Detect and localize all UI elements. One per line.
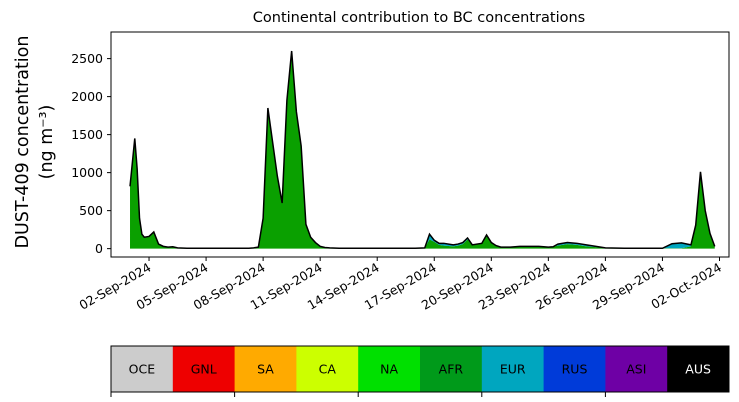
total-line — [129, 50, 716, 250]
legend-label-na: NA — [380, 362, 398, 377]
legend-label-rus: RUS — [562, 362, 588, 377]
legend-swatch-oce — [111, 346, 174, 392]
area-series-2 — [130, 51, 715, 249]
legend-swatch-ca — [296, 346, 359, 392]
y-axis-label-line2: (ng m⁻³) — [37, 105, 57, 180]
legend-swatch-sa — [234, 346, 297, 392]
area-series-1 — [130, 51, 715, 249]
legend-swatch-aus — [667, 346, 730, 392]
legend-label-gnl: GNL — [191, 362, 217, 377]
chart-title: Continental contribution to BC concentra… — [253, 10, 585, 26]
legend-swatch-na — [358, 346, 421, 392]
legend-label-oce: OCE — [129, 362, 156, 377]
axes: 0500100015002000250002-Sep-202405-Sep-20… — [71, 31, 730, 313]
axes-frame — [110, 31, 730, 258]
y-tick-label: 500 — [79, 203, 103, 218]
legend-swatch-eur — [481, 346, 545, 392]
legend-frame — [110, 345, 730, 393]
legend-colorbar: OCE GNL SA CA NA AFR EUR RUS ASI AUS — [110, 345, 730, 397]
legend-swatch-gnl — [172, 346, 236, 392]
legend-label-afr: AFR — [439, 362, 464, 377]
y-tick-label: 2500 — [71, 51, 103, 66]
legend-swatch-asi — [605, 346, 668, 392]
y-tick-label: 0 — [95, 241, 103, 256]
plot-area — [129, 50, 716, 250]
legend-label-eur: EUR — [500, 362, 526, 377]
legend-swatch-afr — [420, 346, 483, 392]
legend-swatch-rus — [543, 346, 606, 392]
legend-label-ca: CA — [319, 362, 337, 377]
y-tick-label: 1500 — [71, 127, 103, 142]
legend-label-sa: SA — [257, 362, 274, 377]
legend-label-asi: ASI — [626, 362, 646, 377]
area-series-3 — [130, 51, 715, 249]
y-tick-label: 1000 — [71, 165, 103, 180]
y-axis-label-line1: DUST-409 concentration — [13, 36, 33, 249]
y-tick-label: 2000 — [71, 89, 103, 104]
legend-label-aus: AUS — [685, 362, 711, 377]
